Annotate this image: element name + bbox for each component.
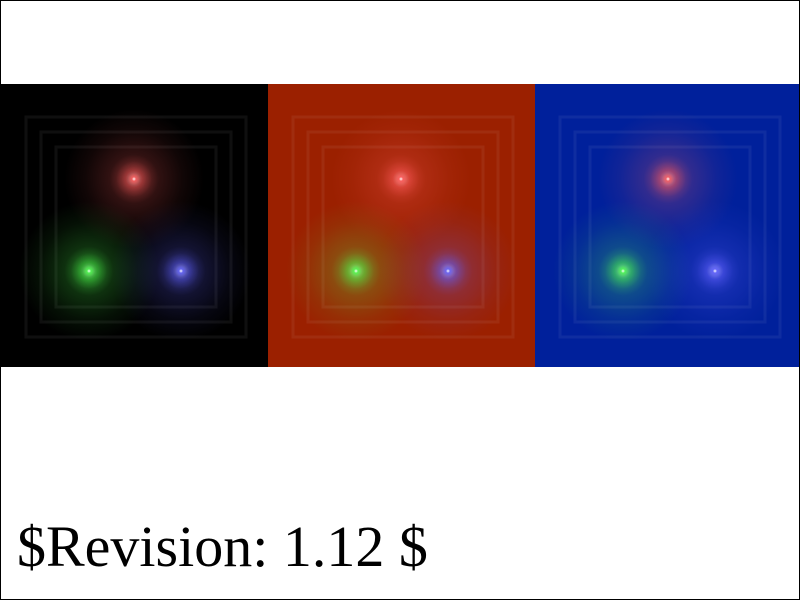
glow-scene bbox=[1, 84, 268, 367]
red-light bbox=[383, 161, 419, 197]
glow-scene bbox=[535, 84, 799, 367]
panel-blue bbox=[535, 84, 799, 367]
blue-light bbox=[430, 253, 466, 289]
glow-scene bbox=[268, 84, 535, 367]
red-light bbox=[116, 161, 152, 197]
revision-label: $Revision: 1.12 $ bbox=[17, 514, 428, 579]
blue-light bbox=[163, 253, 199, 289]
blue-light bbox=[697, 253, 733, 289]
panel-black bbox=[1, 84, 268, 367]
green-light bbox=[338, 253, 374, 289]
green-light bbox=[605, 253, 641, 289]
green-light bbox=[71, 253, 107, 289]
panel-red bbox=[268, 84, 535, 367]
red-light bbox=[650, 161, 686, 197]
